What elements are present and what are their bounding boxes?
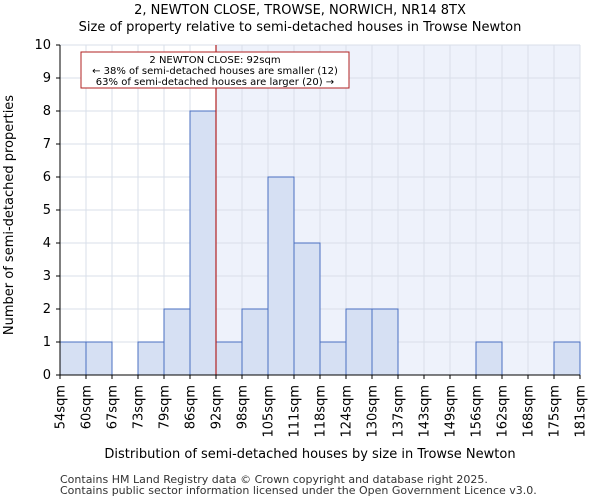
x-tick-label: 98sqm bbox=[236, 385, 251, 429]
x-tick-label: 181sqm bbox=[574, 385, 589, 438]
x-tick-label: 118sqm bbox=[314, 385, 329, 438]
x-tick-label: 79sqm bbox=[158, 385, 173, 429]
bar-118sqm bbox=[319, 341, 347, 376]
y-tick-label: 7 bbox=[43, 137, 51, 152]
x-tick-label: 105sqm bbox=[262, 385, 277, 438]
x-ticks: 54sqm 60sqm 67sqm 73sqm 79sqm 86sqm 92sqm 98sqm… bbox=[54, 375, 589, 438]
y-tick-label: 0 bbox=[43, 368, 51, 383]
y-tick-label: 4 bbox=[43, 236, 51, 251]
bar-73sqm bbox=[137, 341, 165, 376]
x-tick-label: 86sqm bbox=[184, 385, 199, 429]
y-tick-label: 1 bbox=[43, 335, 51, 350]
y-tick-label: 8 bbox=[43, 104, 51, 119]
x-tick-label: 156sqm bbox=[470, 385, 485, 438]
annotation-box: 2 NEWTON CLOSE: 92sqm ← 38% of semi-deta… bbox=[80, 51, 350, 89]
x-tick-label: 73sqm bbox=[132, 385, 147, 429]
bar-79sqm bbox=[163, 308, 191, 376]
bar-86sqm bbox=[189, 110, 217, 376]
annotation-line-1: 2 NEWTON CLOSE: 92sqm bbox=[149, 55, 280, 66]
x-tick-label: 130sqm bbox=[366, 385, 381, 438]
bar-124sqm bbox=[345, 308, 373, 376]
bar-98sqm bbox=[241, 308, 269, 376]
y-tick-label: 10 bbox=[34, 38, 51, 53]
bar-60sqm bbox=[85, 341, 113, 376]
bar-92sqm bbox=[215, 341, 243, 376]
chart-subtitle: Size of property relative to semi-detach… bbox=[79, 20, 522, 35]
x-tick-label: 54sqm bbox=[54, 385, 69, 429]
chart-title: 2, NEWTON CLOSE, TROWSE, NORWICH, NR14 8… bbox=[134, 3, 466, 18]
annotation-line-3: 63% of semi-detached houses are larger (… bbox=[96, 77, 334, 88]
x-tick-label: 67sqm bbox=[106, 385, 121, 429]
bar-54sqm bbox=[59, 341, 87, 376]
x-tick-label: 143sqm bbox=[418, 385, 433, 438]
y-tick-label: 6 bbox=[43, 170, 51, 185]
annotation-line-2: ← 38% of semi-detached houses are smalle… bbox=[92, 66, 338, 77]
footer-line-1: Contains HM Land Registry data © Crown c… bbox=[60, 473, 488, 486]
bar-156sqm bbox=[475, 341, 503, 376]
bar-175sqm bbox=[553, 341, 581, 376]
y-tick-label: 5 bbox=[43, 203, 51, 218]
bar-111sqm bbox=[293, 242, 321, 376]
footer-line-2: Contains public sector information licen… bbox=[60, 484, 537, 497]
bar-105sqm bbox=[267, 176, 295, 376]
bars bbox=[59, 110, 581, 376]
y-tick-label: 2 bbox=[43, 302, 51, 317]
annotation-border bbox=[80, 51, 350, 89]
y-axis-label: Number of semi-detached properties bbox=[2, 95, 17, 335]
x-tick-label: 175sqm bbox=[548, 385, 563, 438]
x-tick-label: 168sqm bbox=[522, 385, 537, 438]
y-tick-label: 9 bbox=[43, 71, 51, 86]
x-tick-label: 111sqm bbox=[288, 385, 303, 438]
x-tick-label: 60sqm bbox=[80, 385, 95, 429]
x-axis-label: Distribution of semi-detached houses by … bbox=[104, 447, 515, 462]
x-tick-label: 124sqm bbox=[340, 385, 355, 438]
x-tick-label: 149sqm bbox=[444, 385, 459, 438]
x-tick-label: 92sqm bbox=[210, 385, 225, 429]
bar-130sqm bbox=[371, 308, 399, 376]
y-ticks: 0 1 2 3 4 5 6 7 8 9 10 bbox=[34, 38, 60, 383]
x-tick-label: 162sqm bbox=[496, 385, 511, 438]
y-tick-label: 3 bbox=[43, 269, 51, 284]
x-tick-label: 137sqm bbox=[392, 385, 407, 438]
